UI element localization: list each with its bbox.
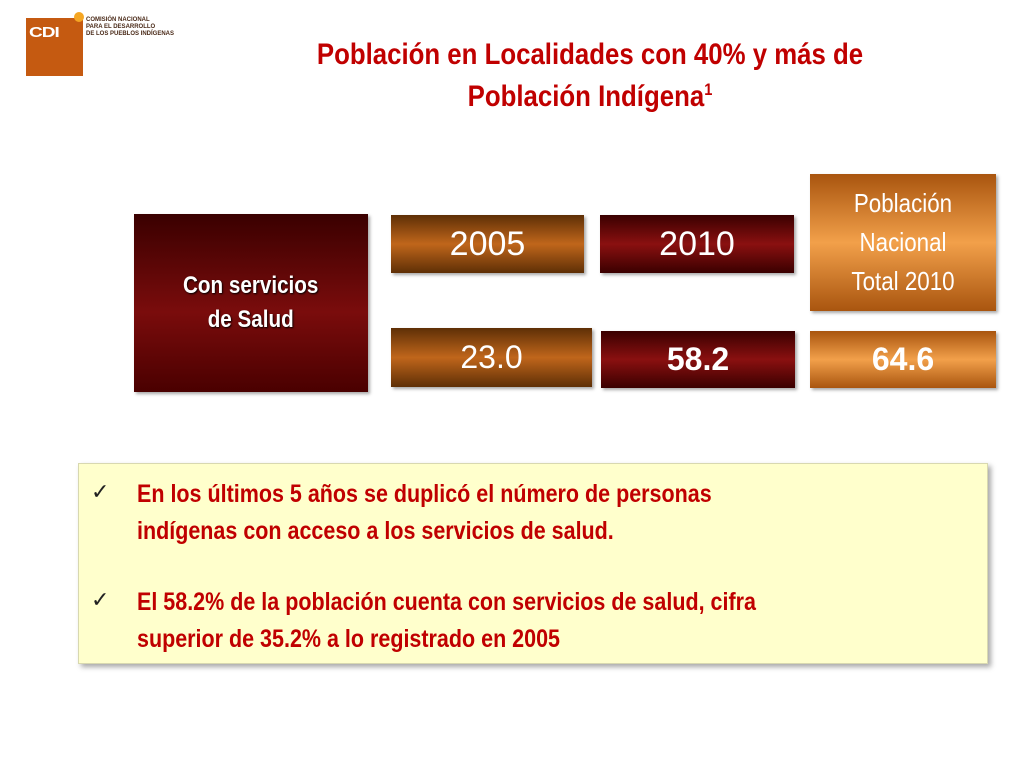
national-label-line-3: Total 2010 — [851, 266, 955, 296]
title-line-2: Población Indígena1 — [237, 76, 942, 118]
title-line-2-text: Población Indígena — [467, 80, 705, 113]
logo-line-2: PARA EL DESARROLLO — [86, 24, 156, 30]
slide-title: Población en Localidades con 40% y más d… — [237, 34, 942, 118]
header-2010-label: 2010 — [659, 224, 735, 263]
row-label-line-2: de Salud — [207, 306, 295, 333]
note-2-line-2: superior de 35.2% a lo registrado en 200… — [137, 625, 561, 653]
note-1-line-2: indígenas con acceso a los servicios de … — [137, 517, 614, 545]
note-item-1: En los últimos 5 años se duplicó el núme… — [137, 476, 963, 550]
row-label-health-services: Con servicios de Salud — [134, 214, 368, 392]
header-national-total: Población Nacional Total 2010 — [810, 174, 996, 311]
note-1-line-1: En los últimos 5 años se duplicó el núme… — [137, 480, 712, 508]
header-2010: 2010 — [600, 215, 794, 273]
national-label-line-2: Nacional — [859, 227, 947, 257]
value-2005: 23.0 — [460, 339, 523, 375]
title-line-1: Población en Localidades con 40% y más d… — [316, 38, 864, 71]
national-label-line-1: Población — [853, 188, 953, 218]
value-2010: 58.2 — [666, 341, 730, 377]
note-2-line-1: El 58.2% de la población cuenta con serv… — [137, 588, 756, 616]
value-national-cell: 64.6 — [810, 331, 996, 388]
value-national: 64.6 — [871, 341, 935, 377]
logo-mark: CDI — [26, 18, 83, 76]
header-2005-label: 2005 — [449, 224, 526, 263]
cdi-logo: CDI COMISIÓN NACIONAL PARA EL DESARROLLO… — [26, 12, 176, 78]
notes-box: ✓ En los últimos 5 años se duplicó el nú… — [78, 463, 988, 664]
check-icon: ✓ — [91, 480, 110, 505]
logo-line-3: DE LOS PUEBLOS INDÍGENAS — [86, 31, 175, 37]
note-item-2: El 58.2% de la población cuenta con serv… — [137, 584, 963, 658]
logo-text: COMISIÓN NACIONAL PARA EL DESARROLLO DE … — [86, 17, 174, 38]
value-2005-cell: 23.0 — [391, 328, 592, 387]
row-label-line-1: Con servicios — [183, 272, 319, 299]
logo-dot-icon — [74, 12, 84, 22]
logo-line-1: COMISIÓN NACIONAL — [86, 17, 150, 23]
title-footnote-marker: 1 — [704, 80, 713, 99]
header-2005: 2005 — [391, 215, 584, 273]
check-icon: ✓ — [91, 588, 110, 613]
logo-letters: CDI — [29, 24, 60, 41]
value-2010-cell: 58.2 — [601, 331, 795, 388]
